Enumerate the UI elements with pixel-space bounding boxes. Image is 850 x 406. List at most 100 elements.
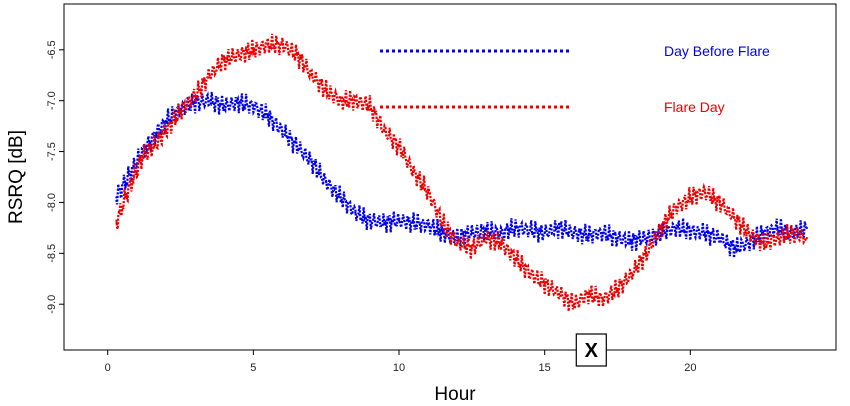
plot-frame bbox=[63, 3, 837, 351]
data-point bbox=[354, 99, 357, 102]
y-tick-label: -9.0 bbox=[46, 295, 58, 314]
data-point bbox=[252, 104, 255, 107]
data-point bbox=[776, 226, 779, 229]
data-point bbox=[529, 272, 532, 275]
data-point bbox=[124, 196, 127, 199]
x-axis: 0 5 10 15 20 bbox=[105, 350, 696, 374]
data-point bbox=[587, 292, 590, 296]
data-point bbox=[115, 221, 118, 224]
series-line-flare-day bbox=[115, 33, 808, 313]
data-point bbox=[732, 216, 736, 219]
data-point bbox=[266, 43, 270, 46]
y-tick-label: -7.5 bbox=[46, 142, 58, 161]
data-point bbox=[747, 231, 750, 235]
data-point bbox=[164, 130, 168, 133]
data-point bbox=[689, 196, 692, 199]
data-point bbox=[193, 101, 197, 104]
series-line-day-before-flare bbox=[115, 91, 808, 258]
data-point bbox=[529, 228, 532, 232]
data-point bbox=[141, 155, 144, 158]
y-tick-label: -6.5 bbox=[46, 40, 58, 59]
annotation-box bbox=[575, 333, 607, 367]
x-tick-label: 0 bbox=[105, 362, 111, 374]
data-point bbox=[587, 233, 590, 237]
data-point bbox=[354, 211, 357, 214]
data-point bbox=[281, 43, 284, 46]
data-point bbox=[616, 287, 619, 291]
data-point bbox=[674, 206, 677, 209]
data-point bbox=[383, 221, 386, 224]
data-point bbox=[427, 191, 430, 194]
y-axis: -6.5 -7.0 -7.5 -8.0 -8.5 -9.0 bbox=[46, 40, 64, 314]
data-point bbox=[368, 104, 371, 107]
annotation-label: X bbox=[585, 340, 599, 362]
data-point bbox=[645, 236, 648, 240]
data-point bbox=[776, 236, 779, 240]
data-point bbox=[124, 180, 127, 184]
y-tick-label: -7.0 bbox=[46, 91, 58, 110]
data-point bbox=[179, 109, 182, 112]
data-point bbox=[339, 196, 342, 199]
data-point bbox=[660, 226, 663, 229]
data-point bbox=[718, 236, 721, 240]
y-tick-label: -8.0 bbox=[46, 193, 58, 212]
data-point bbox=[339, 99, 342, 102]
data-point bbox=[266, 114, 270, 118]
data-point bbox=[791, 231, 794, 235]
data-point bbox=[616, 236, 619, 240]
data-point bbox=[325, 89, 328, 92]
data-point bbox=[383, 130, 386, 133]
data-point bbox=[645, 252, 648, 255]
data-point bbox=[805, 236, 808, 240]
data-point bbox=[237, 53, 240, 56]
data-point bbox=[295, 145, 299, 148]
data-point bbox=[252, 48, 255, 51]
data-point bbox=[485, 236, 488, 240]
x-tick-label: 20 bbox=[684, 362, 696, 374]
data-point bbox=[732, 247, 736, 250]
data-point bbox=[630, 272, 634, 275]
x-tick-label: 10 bbox=[393, 362, 405, 374]
data-point bbox=[601, 231, 605, 235]
annotation: X bbox=[575, 333, 607, 367]
data-point bbox=[368, 219, 371, 222]
data-point bbox=[674, 226, 677, 229]
data-point bbox=[164, 119, 168, 123]
x-axis-title: Hour bbox=[434, 384, 476, 405]
data-point bbox=[397, 145, 401, 148]
data-point bbox=[499, 242, 503, 245]
legend-label: Flare Day bbox=[664, 99, 725, 115]
data-point bbox=[470, 231, 473, 235]
y-axis-title: RSRQ [dB] bbox=[6, 130, 27, 224]
data-point bbox=[805, 226, 808, 229]
x-tick-label: 5 bbox=[250, 362, 256, 374]
data-point bbox=[703, 231, 707, 235]
data-point bbox=[572, 231, 575, 235]
data-point bbox=[514, 257, 517, 260]
data-point bbox=[115, 196, 118, 199]
data-point bbox=[427, 223, 430, 226]
data-point bbox=[630, 240, 634, 243]
data-point bbox=[310, 74, 313, 77]
data-point bbox=[397, 219, 401, 222]
data-point bbox=[325, 180, 328, 184]
data-point bbox=[193, 94, 197, 97]
data-point bbox=[295, 53, 299, 56]
data-point bbox=[543, 231, 546, 235]
series-layer bbox=[115, 33, 808, 313]
data-point bbox=[223, 58, 226, 62]
data-point bbox=[208, 99, 211, 102]
data-point bbox=[703, 191, 707, 194]
data-point bbox=[456, 242, 459, 245]
data-point bbox=[412, 221, 415, 224]
legend: Day Before Flare Flare Day bbox=[380, 43, 770, 115]
data-point bbox=[747, 242, 750, 245]
data-point bbox=[572, 303, 575, 306]
data-point bbox=[310, 160, 313, 163]
data-point bbox=[281, 130, 284, 133]
data-point bbox=[543, 282, 546, 285]
data-point bbox=[441, 231, 444, 235]
legend-label: Day Before Flare bbox=[664, 43, 770, 59]
data-point bbox=[514, 226, 517, 229]
